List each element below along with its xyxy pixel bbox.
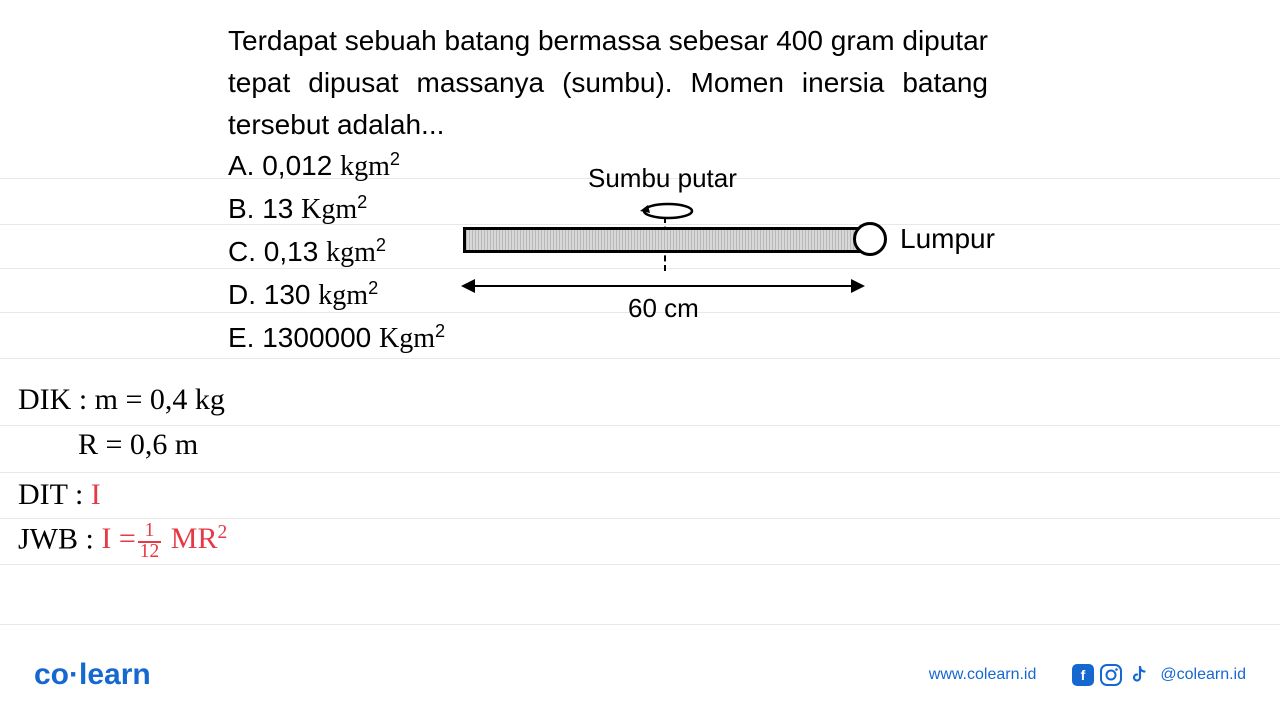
question-block: Terdapat sebuah batang bermassa sebesar … (228, 20, 988, 146)
handwriting-dit: DIT : I (18, 478, 101, 512)
question-text: Terdapat sebuah batang bermassa sebesar … (228, 20, 988, 146)
footer: co·learn www.colearn.id f @colearn.id (0, 658, 1280, 692)
svg-text:f: f (1081, 667, 1086, 683)
dimension-label: 60 cm (628, 293, 699, 324)
facebook-icon: f (1072, 664, 1094, 686)
answer-options: A. 0,012 kgm2 B. 13 Kgm2 C. 0,13 kgm2 D.… (228, 145, 445, 360)
social-icons: f @colearn.id (1072, 664, 1246, 686)
rod-shape (463, 227, 863, 253)
logo-co: co (34, 658, 69, 691)
axis-label: Sumbu putar (588, 163, 737, 194)
logo-learn: learn (79, 658, 151, 691)
tiktok-icon (1128, 664, 1150, 686)
handwriting-r: R = 0,6 m (78, 428, 198, 462)
options-and-diagram: A. 0,012 kgm2 B. 13 Kgm2 C. 0,13 kgm2 D.… (228, 145, 1008, 360)
instagram-icon (1100, 664, 1122, 686)
dimension-arrow (463, 285, 863, 287)
option-e: E. 1300000 Kgm2 (228, 317, 445, 360)
handwriting-dik: DIK : m = 0,4 kg (18, 383, 225, 417)
option-c: C. 0,13 kgm2 (228, 231, 445, 274)
option-a: A. 0,012 kgm2 (228, 145, 445, 188)
option-d: D. 130 kgm2 (228, 274, 445, 317)
end-label: Lumpur (900, 223, 995, 255)
handwriting-jwb: JWB : I =112 MR2 (18, 522, 227, 561)
rod-end-circle (853, 222, 887, 256)
option-b: B. 13 Kgm2 (228, 188, 445, 231)
website-url: www.colearn.id (929, 666, 1037, 684)
brand-logo: co·learn (34, 658, 151, 692)
rotation-arrow-icon (638, 201, 698, 221)
social-handle: @colearn.id (1160, 666, 1246, 684)
